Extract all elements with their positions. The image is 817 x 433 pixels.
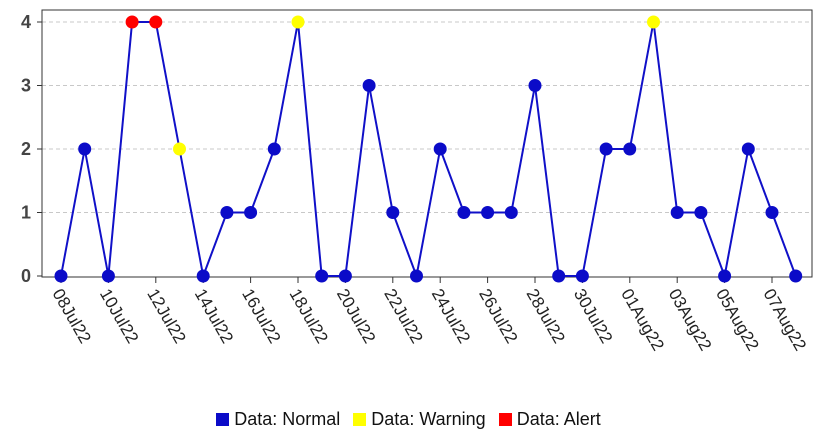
data-point-2022-07-11 [125, 15, 139, 29]
x-tick-label-12Jul22: 12Jul22 [143, 286, 189, 347]
legend-item-alert: Data: Alert [498, 409, 601, 430]
data-point-2022-07-25 [457, 206, 471, 219]
legend-label-warning: Data: Warning [371, 409, 486, 429]
data-point-2022-07-10 [101, 269, 115, 283]
legend-item-normal: Data: Normal [216, 409, 340, 430]
data-point-2022-07-16 [244, 206, 258, 219]
series-line [60, 21, 797, 280]
data-point-2022-08-03 [670, 206, 684, 219]
y-tick-label-0: 0 [21, 266, 31, 286]
data-point-2022-07-27 [504, 206, 518, 219]
data-point-2022-08-02 [647, 15, 660, 29]
data-point-2022-07-22 [386, 206, 400, 219]
data-point-2022-07-21 [362, 79, 376, 92]
data-point-2022-07-14 [196, 269, 210, 283]
data-point-2022-07-09 [78, 142, 92, 156]
data-point-2022-07-31 [599, 142, 613, 156]
data-point-2022-07-26 [481, 206, 495, 219]
data-point-2022-08-05 [718, 269, 732, 283]
legend-swatch-warning [353, 413, 367, 426]
legend: Data: Normal Data: Warning Data: Alert [0, 409, 817, 430]
y-tick-label-4: 4 [21, 12, 31, 32]
legend-swatch-alert [498, 413, 512, 426]
x-tick-label-07Aug22: 07Aug22 [760, 286, 810, 354]
data-point-2022-08-07 [765, 206, 779, 219]
data-point-2022-07-30 [575, 269, 589, 283]
x-tick-label-10Jul22: 10Jul22 [96, 286, 142, 347]
data-point-2022-07-29 [552, 269, 566, 283]
grid-lines [42, 21, 812, 213]
data-point-2022-07-17 [267, 142, 281, 156]
data-point-2022-07-28 [528, 79, 542, 92]
legend-label-alert: Data: Alert [516, 409, 601, 429]
data-point-2022-07-15 [220, 206, 234, 219]
y-tick-label-1: 1 [21, 203, 31, 223]
x-tick-label-16Jul22: 16Jul22 [238, 286, 284, 347]
data-point-2022-07-12 [149, 15, 163, 29]
plot-area [41, 9, 813, 278]
x-tick-label-20Jul22: 20Jul22 [333, 286, 379, 347]
y-tick-label-3: 3 [21, 76, 31, 96]
legend-swatch-normal [216, 413, 230, 426]
data-point-2022-07-13 [173, 142, 186, 156]
x-tick-label-28Jul22: 28Jul22 [523, 286, 569, 347]
x-tick-label-24Jul22: 24Jul22 [428, 286, 474, 347]
data-point-2022-07-24 [433, 142, 447, 156]
x-tick-label-30Jul22: 30Jul22 [570, 286, 616, 347]
data-point-2022-07-20 [338, 269, 352, 283]
x-tick-label-22Jul22: 22Jul22 [380, 286, 426, 347]
data-point-2022-07-23 [410, 269, 423, 283]
data-point-2022-08-08 [789, 269, 803, 283]
data-point-2022-07-18 [291, 15, 305, 29]
data-point-2022-08-04 [694, 206, 708, 219]
data-point-2022-08-06 [741, 142, 755, 156]
y-tick-label-2: 2 [21, 139, 31, 159]
y-axis: 0 1 2 3 4 [21, 12, 42, 286]
data-point-2022-08-01 [623, 142, 637, 156]
x-tick-label-05Aug22: 05Aug22 [712, 286, 762, 354]
x-tick-label-18Jul22: 18Jul22 [286, 286, 332, 347]
x-tick-label-08Jul22: 08Jul22 [49, 286, 95, 347]
series-data [54, 15, 803, 283]
x-tick-label-26Jul22: 26Jul22 [475, 286, 521, 347]
x-tick-label-01Aug22: 01Aug22 [617, 286, 667, 354]
x-axis: 08Jul22 10Jul22 12Jul22 14Jul22 16Jul22 18Jul… [49, 277, 810, 354]
data-point-2022-07-19 [315, 269, 329, 283]
x-tick-label-03Aug22: 03Aug22 [665, 286, 715, 354]
x-tick-label-14Jul22: 14Jul22 [191, 286, 237, 347]
legend-item-warning: Data: Warning [353, 409, 486, 430]
legend-label-normal: Data: Normal [234, 409, 341, 429]
data-point-2022-07-08 [54, 269, 68, 283]
